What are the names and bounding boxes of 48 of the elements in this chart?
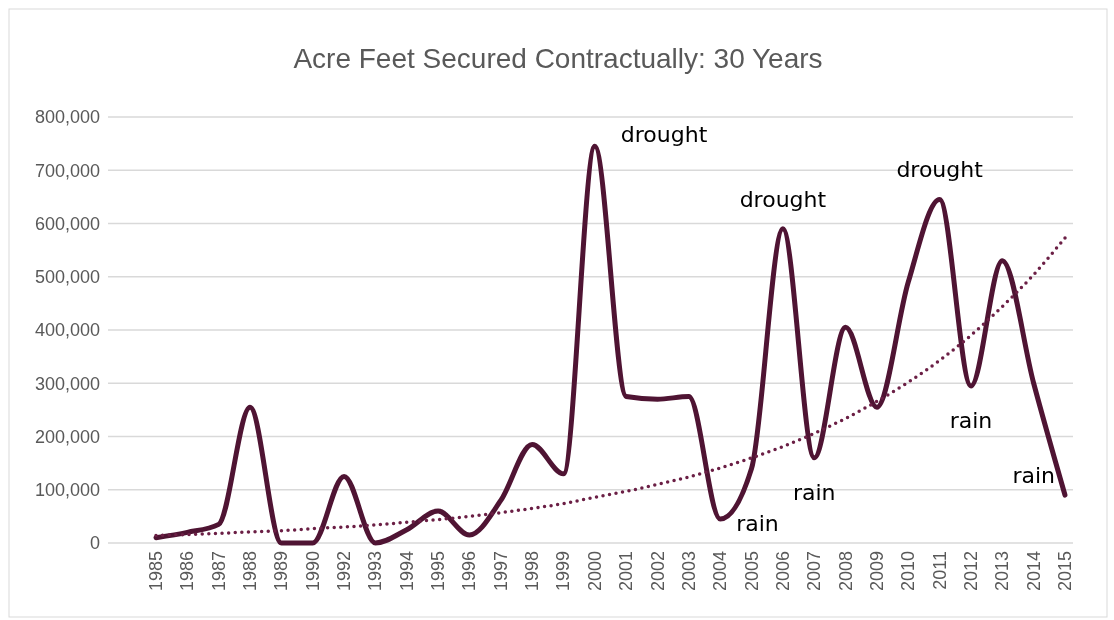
x-tick-label: 1985	[146, 551, 166, 592]
annotation: rain	[949, 407, 993, 433]
annotation: drought	[896, 157, 984, 183]
x-tick-label: 1993	[365, 551, 386, 592]
chart-title: Acre Feet Secured Contractually: 30 Years	[293, 43, 823, 74]
x-tick-label: 2015	[1055, 551, 1075, 592]
annotation: drought	[620, 121, 708, 147]
x-tick-label: 1989	[271, 551, 292, 592]
x-tick-label: 2001	[616, 551, 637, 592]
x-tick-label: 1988	[240, 551, 261, 592]
x-tick-label: 1996	[459, 551, 480, 592]
x-tick-label: 2006	[772, 551, 793, 592]
x-tick-label: 1997	[490, 551, 511, 592]
x-tick-label: 2002	[647, 551, 668, 592]
y-tick-label: 700,000	[34, 160, 100, 181]
x-tick-label: 2009	[866, 551, 887, 592]
x-tick-label: 2013	[992, 551, 1013, 592]
annotation: rain	[792, 479, 836, 505]
x-tick-label: 1998	[522, 551, 543, 592]
x-tick-label: 1995	[428, 551, 449, 592]
y-tick-label: 400,000	[34, 320, 100, 341]
annotation: drought	[739, 186, 827, 212]
x-tick-label: 1990	[302, 551, 323, 592]
y-tick-label: 500,000	[34, 267, 100, 288]
x-tick-label: 2008	[835, 551, 856, 592]
line-series	[154, 236, 1067, 538]
y-tick-label: 800,000	[34, 107, 100, 128]
x-tick-label: 1987	[208, 551, 229, 592]
x-tick-label: 1994	[396, 551, 417, 592]
x-tick-label: 1986	[177, 551, 198, 592]
x-tick-label: 1999	[553, 551, 574, 592]
annotation: rain	[736, 510, 779, 536]
x-tick-label: 2012	[960, 551, 981, 592]
x-tick-label: 2003	[678, 551, 699, 592]
y-tick-label: 300,000	[34, 373, 100, 394]
y-tick-label: 200,000	[34, 426, 100, 447]
x-tick-label: 2014	[1023, 551, 1044, 592]
y-tick-label: 100,000	[34, 480, 100, 501]
x-tick-label: 2007	[804, 551, 825, 592]
y-tick-label: 0	[89, 533, 100, 554]
x-tick-label: 2004	[710, 551, 731, 592]
annotation: rain	[1012, 462, 1055, 488]
x-tick-label: 2010	[898, 551, 919, 592]
y-tick-label: 600,000	[34, 213, 100, 234]
x-tick-label: 2000	[584, 551, 605, 592]
x-tick-label: 1992	[334, 551, 355, 592]
x-tick-label: 2005	[741, 551, 762, 592]
x-tick-label: 2011	[929, 551, 950, 590]
